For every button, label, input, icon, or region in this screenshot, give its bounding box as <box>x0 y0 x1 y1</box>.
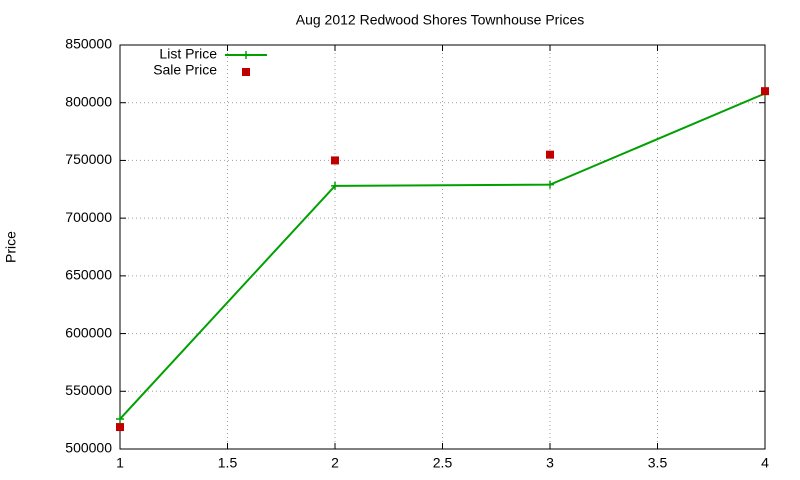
y-axis-label: Price <box>3 231 19 263</box>
data-point <box>546 150 554 159</box>
data-point <box>761 87 769 96</box>
legend-marker <box>242 68 250 76</box>
series-line <box>119 92 766 420</box>
y-tick-label: 500000 <box>65 440 112 456</box>
plot-frame <box>119 44 766 450</box>
legend-label: List Price <box>159 46 217 62</box>
x-tick-label: 1.5 <box>218 455 238 471</box>
data-point <box>546 180 554 189</box>
x-tick-label: 4 <box>761 455 769 471</box>
x-tick-label: 2 <box>331 455 339 471</box>
legend-label: Sale Price <box>153 62 217 78</box>
x-tick-label: 3 <box>546 455 554 471</box>
data-point <box>116 423 124 432</box>
y-tick-label: 750000 <box>65 151 112 167</box>
y-tick-label: 550000 <box>65 382 112 398</box>
x-tick-label: 2.5 <box>433 455 453 471</box>
y-tick-label: 600000 <box>65 324 112 340</box>
data-point <box>331 156 339 165</box>
y-tick-label: 800000 <box>65 93 112 109</box>
y-tick-label: 700000 <box>65 209 112 225</box>
data-point <box>116 414 124 423</box>
x-tick-label: 3.5 <box>648 455 668 471</box>
x-tick-label: 1 <box>116 455 124 471</box>
y-tick-label: 650000 <box>65 267 112 283</box>
data-point <box>331 181 339 190</box>
chart-title: Aug 2012 Redwood Shores Townhouse Prices <box>296 12 584 28</box>
legend-marker <box>242 51 250 59</box>
y-tick-label: 850000 <box>65 36 112 52</box>
